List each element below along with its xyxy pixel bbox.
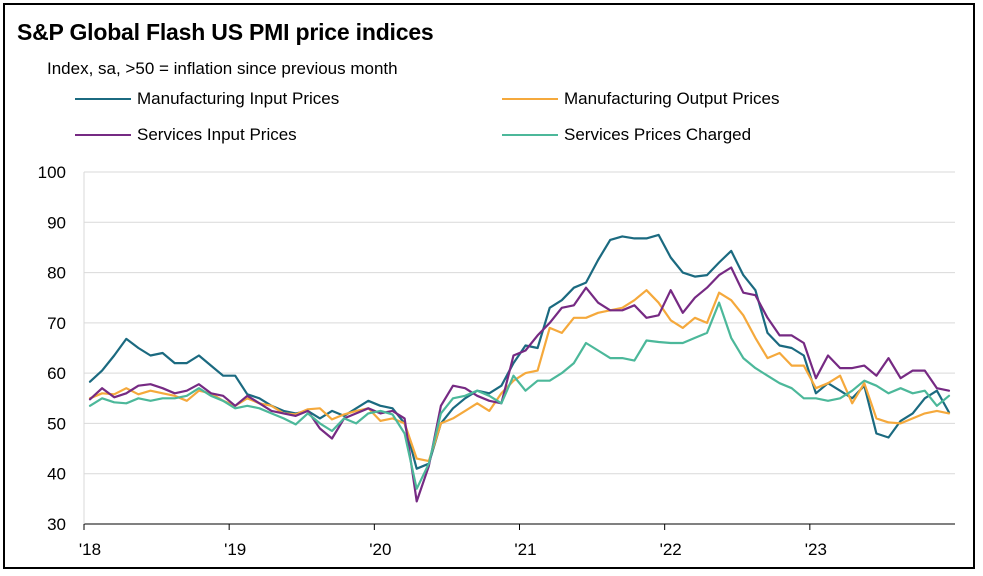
y-tick-label: 80: [47, 264, 66, 283]
legend-item-services-input: Services Input Prices: [75, 125, 297, 145]
x-tick-label: '20: [369, 540, 391, 559]
gridlines: [83, 171, 955, 525]
series-line-manufacturing-input-prices: [88, 233, 951, 470]
legend-item-manufacturing-input: Manufacturing Input Prices: [75, 89, 339, 109]
chart-frame: S&P Global Flash US PMI price indices In…: [3, 3, 975, 569]
legend-label-services-charged: Services Prices Charged: [564, 125, 752, 144]
legend-swatch-manufacturing-output: [502, 98, 558, 100]
x-tick-label: '18: [79, 540, 101, 559]
series-line-services-prices-charged: [88, 301, 951, 490]
legend-swatch-services-input: [75, 134, 131, 136]
y-tick-label: 50: [47, 414, 66, 433]
legend-item-manufacturing-output: Manufacturing Output Prices: [502, 89, 779, 109]
chart-title: S&P Global Flash US PMI price indices: [17, 19, 434, 45]
y-tick-label: 100: [38, 163, 66, 182]
y-tick-label: 40: [47, 465, 66, 484]
y-axis-ticks: 30 40 50 60 70 80 90 100: [38, 163, 66, 534]
chart-subtitle: Index, sa, >50 = inflation since previou…: [47, 59, 398, 78]
y-tick-label: 30: [47, 515, 66, 534]
legend-label-manufacturing-output: Manufacturing Output Prices: [564, 89, 780, 108]
x-tick-label: '21: [514, 540, 536, 559]
x-axis-ticks: '18 '19 '20 '21 '22 '23: [79, 524, 827, 559]
y-tick-label: 60: [47, 364, 66, 383]
x-tick-label: '22: [660, 540, 682, 559]
legend-swatch-manufacturing-input: [75, 98, 131, 100]
y-tick-label: 70: [47, 314, 66, 333]
series-line-services-input-prices: [88, 266, 951, 503]
legend-swatch-services-charged: [502, 134, 558, 136]
legend-label-manufacturing-input: Manufacturing Input Prices: [137, 89, 340, 108]
series-line-manufacturing-output-prices: [88, 289, 951, 463]
x-tick-label: '19: [224, 540, 246, 559]
legend-item-services-charged: Services Prices Charged: [502, 125, 751, 145]
x-tick-label: '23: [805, 540, 827, 559]
legend-label-services-input: Services Input Prices: [137, 125, 297, 144]
y-tick-label: 90: [47, 213, 66, 232]
series-lines: [88, 233, 951, 503]
